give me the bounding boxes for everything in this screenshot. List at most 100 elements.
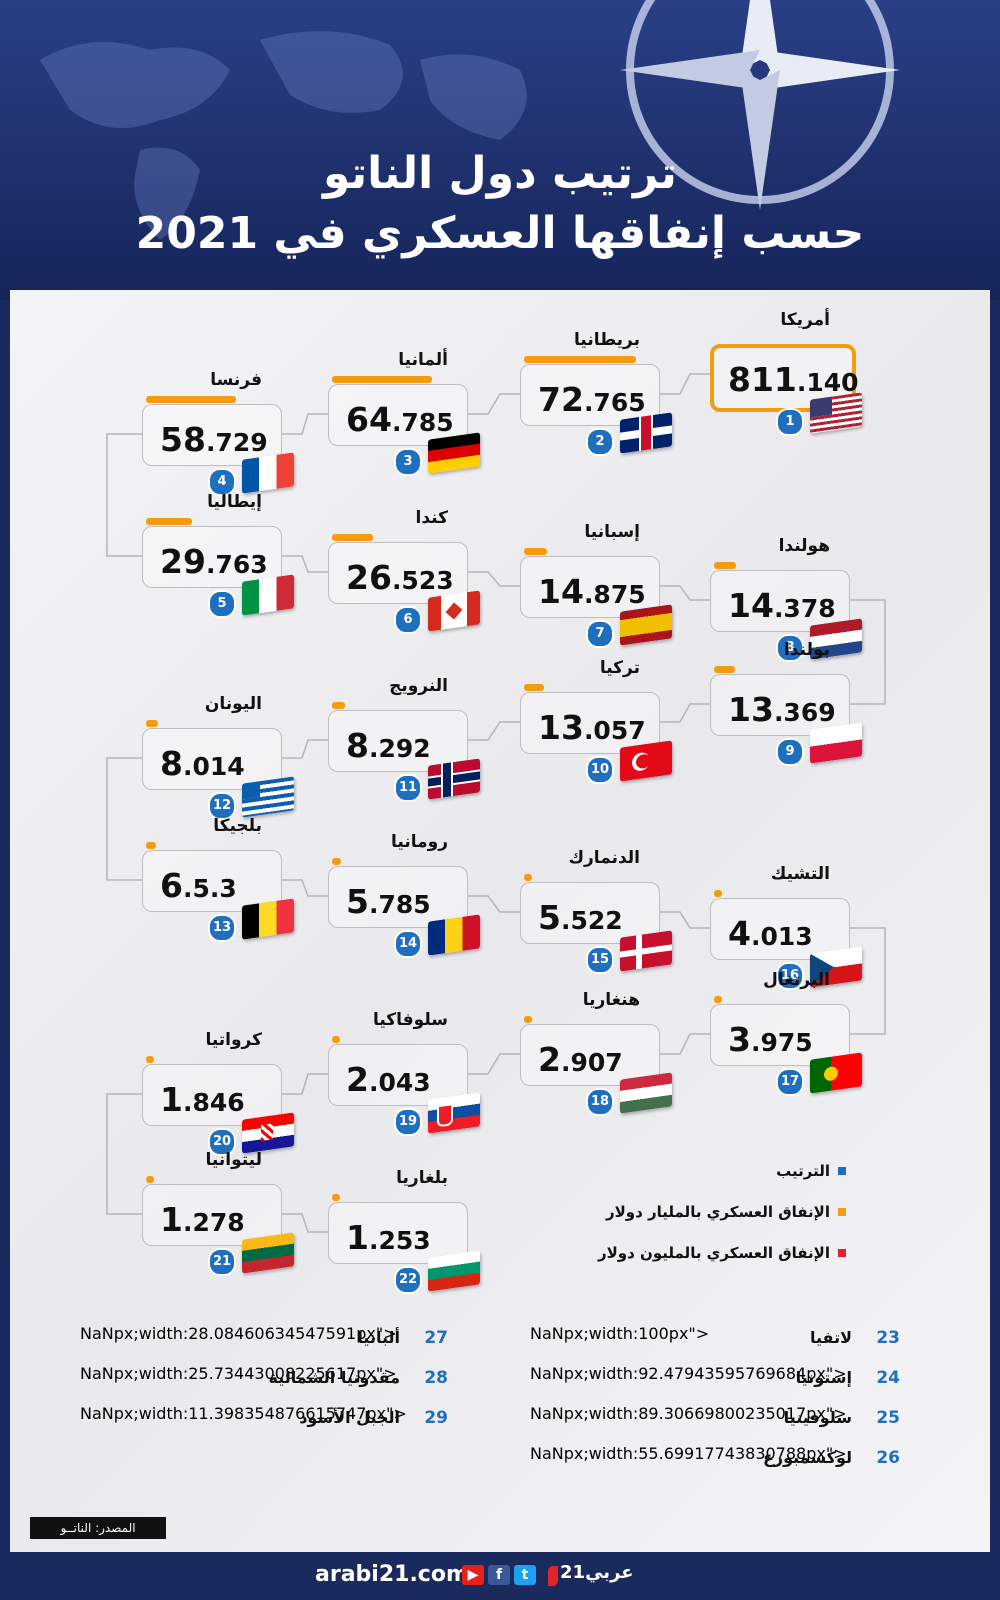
- country-node: رومانيا 5.785 14: [328, 832, 480, 958]
- spending-bar: [332, 1036, 340, 1043]
- million-country: مقدونيا الشمالية: [268, 1368, 400, 1387]
- value-dec: .5.3: [182, 874, 237, 903]
- footer: arabi21.com ▶ f t عربي21: [0, 1552, 1000, 1600]
- country-node: هولندا 14.378 8: [710, 536, 862, 662]
- value-int: 8: [160, 744, 183, 783]
- country-box: [710, 898, 850, 960]
- rank-badge: 15: [586, 946, 614, 974]
- country-box: [142, 526, 282, 588]
- spending-bar: [524, 684, 545, 691]
- spending-bar: [524, 356, 636, 363]
- value-int: 29: [160, 542, 206, 581]
- value-dec: .765: [583, 388, 646, 417]
- brand-logo: عربي21: [560, 1562, 634, 1583]
- country-name: كرواتيا: [205, 1030, 262, 1050]
- connector-line: [468, 571, 520, 587]
- country-node: كندا 26.523 6: [328, 508, 480, 634]
- country-box: [710, 570, 850, 632]
- legend-million-swatch: [838, 1249, 846, 1257]
- million-row: NaNpx;width:92.47943595769684px"> إستونيا…: [530, 1364, 900, 1388]
- rank-badge: 7: [586, 620, 614, 648]
- facebook-icon[interactable]: f: [488, 1565, 510, 1585]
- youtube-icon[interactable]: ▶: [462, 1565, 484, 1585]
- legend-rank-swatch: [838, 1167, 846, 1175]
- legend-billion-label: الإنفاق العسكري بالمليار دولار: [605, 1203, 830, 1221]
- million-row: NaNpx;width:28.08460634547591px"> ألبانيا…: [80, 1324, 448, 1348]
- million-country: ألبانيا: [357, 1328, 400, 1347]
- value-dec: .043: [368, 1068, 431, 1097]
- spending-value: 26.523: [346, 558, 454, 597]
- connector-line: [660, 911, 710, 929]
- country-node: اليونان 8.014 12: [142, 694, 294, 820]
- country-node: بريطانيا 72.765 2: [520, 330, 672, 456]
- spending-value: 72.765: [538, 380, 646, 419]
- world-map-background: [40, 31, 527, 240]
- rank-badge: 18: [586, 1088, 614, 1116]
- value-int: 72: [538, 380, 584, 419]
- value-int: 58: [160, 420, 206, 459]
- value-int: 5: [538, 898, 561, 937]
- million-row: NaNpx;width:100px"> لاتفيا 23: [530, 1324, 900, 1348]
- legend-million: الإنفاق العسكري بالمليون دولار: [598, 1244, 846, 1262]
- million-country: لوكسمبورغ: [762, 1448, 852, 1467]
- spending-value: 1.846: [160, 1080, 245, 1119]
- country-node: هنغاريا 2.907 18: [520, 990, 672, 1116]
- country-name: أمريكا: [780, 310, 830, 330]
- country-name: بلغاريا: [396, 1168, 448, 1188]
- header: ترتيب دول الناتو حسب إنفاقها العسكري في …: [0, 0, 1000, 300]
- spending-bar: [146, 1056, 154, 1063]
- rank-badge: 8: [776, 634, 804, 662]
- connector-line: [282, 1073, 328, 1095]
- country-box: [328, 1202, 468, 1264]
- connector-line: [850, 927, 886, 1035]
- country-name: ألمانيا: [398, 350, 448, 370]
- spending-bar: [146, 396, 237, 403]
- nato-star-emblem: [620, 0, 900, 210]
- connector-line: [660, 373, 710, 395]
- value-dec: .013: [750, 922, 813, 951]
- spending-value: 14.875: [538, 572, 646, 611]
- connector-line: [106, 757, 142, 881]
- title-line-1: ترتيب دول الناتو: [323, 148, 677, 199]
- spending-value: 4.013: [728, 914, 813, 953]
- country-node: بلجيكا 6.5.3 13: [142, 816, 294, 942]
- value-int: 26: [346, 558, 392, 597]
- country-name: الدنمارك: [568, 848, 640, 868]
- value-dec: .292: [368, 734, 431, 763]
- country-node: الدنمارك 5.522 15: [520, 848, 672, 974]
- spending-value: 5.522: [538, 898, 623, 937]
- value-int: 64: [346, 400, 392, 439]
- value-dec: .907: [560, 1048, 623, 1077]
- rank-badge: 22: [394, 1266, 422, 1294]
- value-dec: .140: [796, 368, 859, 397]
- country-name: ليتوانيا: [205, 1150, 262, 1170]
- value-dec: .278: [182, 1208, 245, 1237]
- country-name: رومانيا: [391, 832, 448, 852]
- country-node: بلغاريا 1.253 22: [328, 1168, 480, 1294]
- value-dec: .785: [391, 408, 454, 437]
- connector-line: [468, 721, 520, 741]
- country-node: سلوفاكيا 2.043 19: [328, 1010, 480, 1136]
- country-node: ألمانيا 64.785 3: [328, 350, 480, 476]
- country-name: بولندا: [783, 640, 830, 660]
- spending-value: 811.140: [728, 360, 859, 399]
- country-box: [328, 384, 468, 446]
- million-rank: 26: [876, 1448, 900, 1468]
- value-dec: .253: [368, 1226, 431, 1255]
- country-name: تركيا: [599, 658, 640, 678]
- connector-line: [468, 393, 520, 415]
- rank-badge: 5: [208, 590, 236, 618]
- country-box: [710, 674, 850, 736]
- value-int: 2: [346, 1060, 369, 1099]
- country-name: بريطانيا: [574, 330, 640, 350]
- site-link[interactable]: arabi21.com: [315, 1562, 469, 1587]
- source-label: المصدر: الناتــو: [30, 1517, 166, 1539]
- country-node: تركيا 13.057 10: [520, 658, 672, 784]
- million-country: سلوفينيا: [783, 1408, 852, 1427]
- country-node: أمريكا 811.140 1: [710, 310, 862, 436]
- rank-badge: 1: [776, 408, 804, 436]
- twitter-icon[interactable]: t: [514, 1565, 536, 1585]
- value-int: 811: [728, 360, 797, 399]
- connector-line: [850, 599, 886, 705]
- spending-bar: [714, 996, 722, 1003]
